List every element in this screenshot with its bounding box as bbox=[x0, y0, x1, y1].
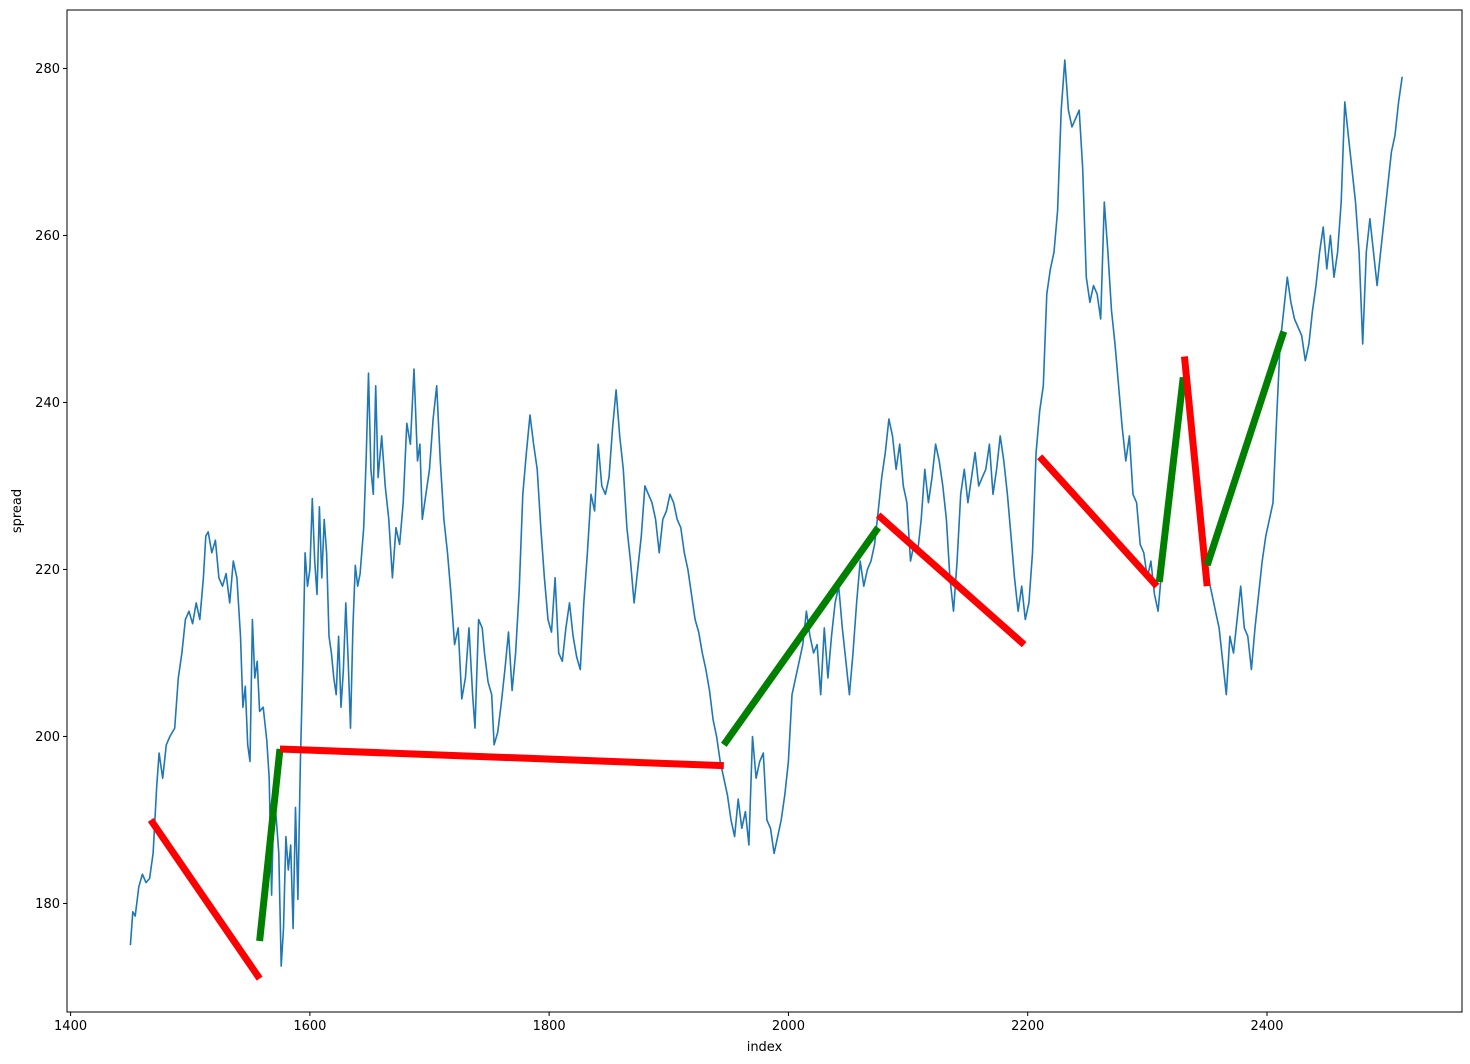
trend-segment-up-8 bbox=[1203, 330, 1288, 567]
series-line-0 bbox=[129, 59, 1403, 967]
trend-segment-down-0 bbox=[147, 817, 263, 981]
x-axis-label: index bbox=[747, 1040, 783, 1055]
trend-segments bbox=[147, 330, 1288, 981]
y-tick-label-200: 200 bbox=[35, 730, 60, 745]
x-tick-label-2000: 2000 bbox=[772, 1019, 805, 1034]
x-tick-label-2200: 2200 bbox=[1011, 1019, 1044, 1034]
trend-segment-down-7 bbox=[1180, 356, 1211, 587]
x-tick-label-1800: 1800 bbox=[533, 1019, 566, 1034]
tick-marks bbox=[63, 67, 1268, 1016]
trend-segment-down-4 bbox=[875, 512, 1027, 648]
trend-segment-down-5 bbox=[1037, 454, 1160, 589]
trend-segment-down-2 bbox=[279, 745, 724, 770]
plot-border bbox=[66, 9, 1463, 1013]
x-tick-label-1400: 1400 bbox=[54, 1019, 87, 1034]
trend-segment-up-3 bbox=[720, 525, 882, 747]
y-tick-label-240: 240 bbox=[35, 396, 60, 411]
y-tick-label-180: 180 bbox=[35, 897, 60, 912]
x-tick-label-1600: 1600 bbox=[293, 1019, 326, 1034]
trend-segment-up-1 bbox=[256, 748, 284, 942]
axes-frame bbox=[66, 9, 1463, 1013]
y-axis-label: spread bbox=[10, 489, 25, 533]
tick-labels: 1400 1600 1800 2000 2200 2400 180 200 220 240 260 2… bbox=[35, 62, 1283, 1034]
y-tick-label-220: 220 bbox=[35, 563, 60, 578]
y-tick-label-280: 280 bbox=[35, 62, 60, 77]
x-tick-label-2400: 2400 bbox=[1250, 1019, 1283, 1034]
y-tick-label-260: 260 bbox=[35, 229, 60, 244]
trend-segment-up-6 bbox=[1155, 376, 1187, 583]
series-lines bbox=[129, 59, 1403, 967]
